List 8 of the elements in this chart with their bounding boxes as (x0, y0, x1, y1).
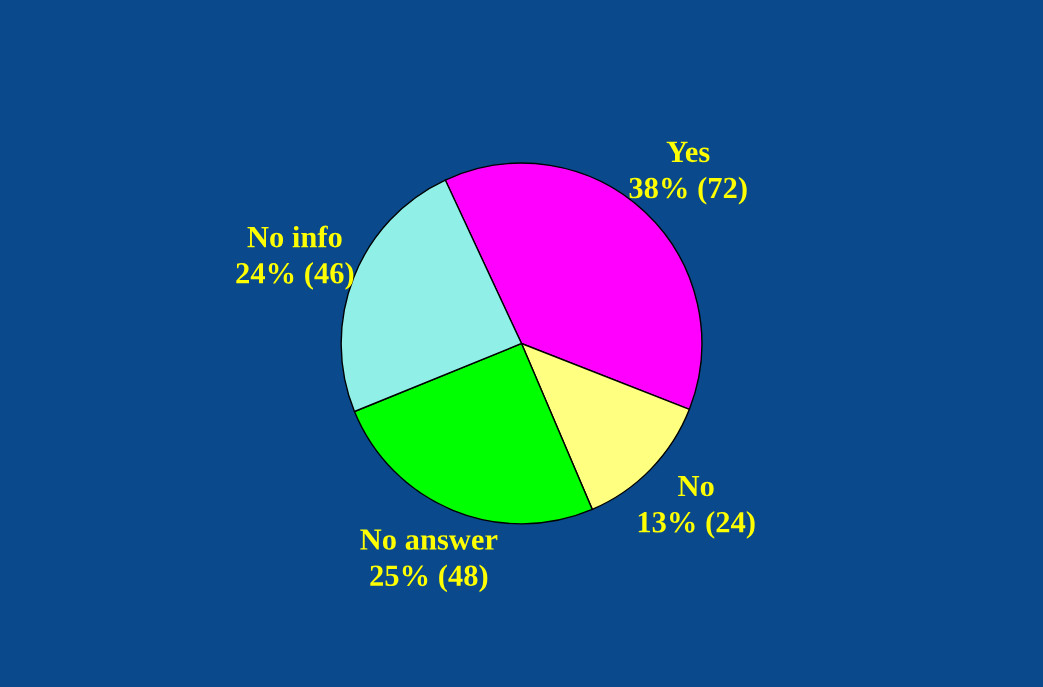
slice-label: No (678, 476, 714, 497)
data-label: 24% (46) (236, 262, 354, 290)
slice-label: No answer (360, 529, 498, 550)
slice-label: Yes (666, 141, 710, 163)
data-label: 13% (24) (638, 511, 755, 539)
data-label: 25% (48) (370, 564, 488, 593)
slice-label: No info (247, 225, 342, 248)
data-label: 38% (72) (629, 176, 747, 205)
